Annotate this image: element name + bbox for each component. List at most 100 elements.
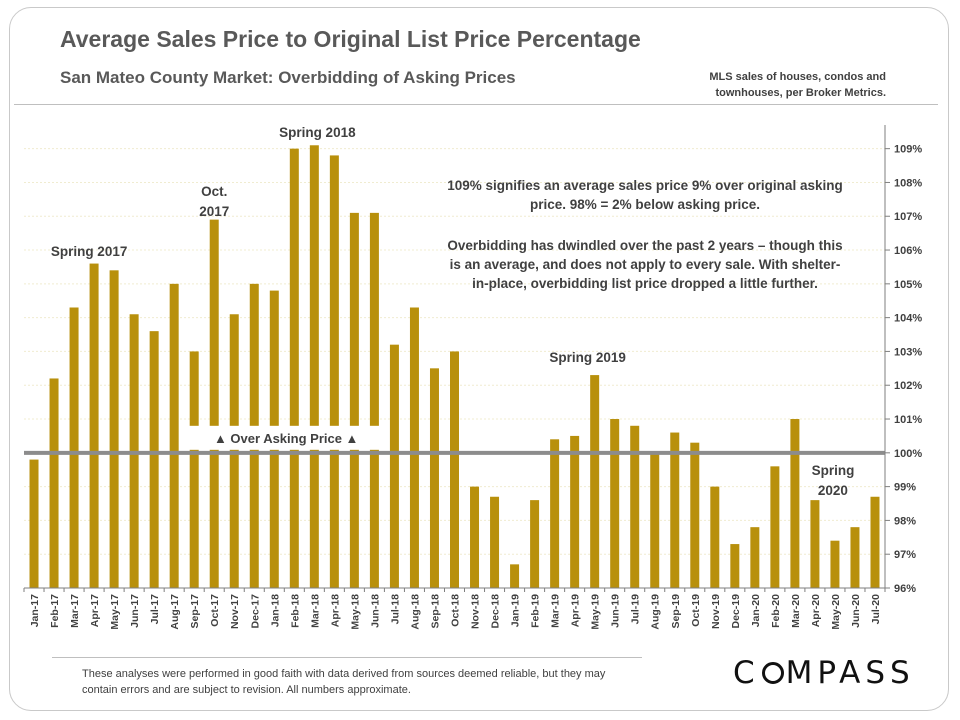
x-tick-label-jan-17: Jan-17 [29, 594, 41, 627]
x-tick-label-feb-18: Feb-18 [289, 594, 301, 628]
annotation-2020: 2020 [818, 483, 848, 498]
source-note: MLS sales of houses, condos and townhous… [709, 71, 886, 99]
bar-oct-18 [450, 351, 459, 588]
y-tick-label: 102% [894, 380, 922, 392]
y-tick-label: 103% [894, 346, 922, 358]
annotation-spring: Spring [812, 463, 855, 478]
x-tick-label-feb-19: Feb-19 [530, 594, 542, 628]
x-tick-label-mar-19: Mar-19 [550, 594, 562, 628]
bar-jan-19 [510, 564, 520, 588]
x-tick-label-sep-17: Sep-17 [189, 594, 201, 629]
explanation-note: 109% signifies an average sales price 9%… [447, 178, 843, 212]
x-tick-label-jun-19: Jun-19 [610, 594, 622, 628]
bar-jul-19 [630, 425, 640, 588]
x-tick-label-oct-18: Oct-18 [450, 594, 462, 627]
logo-text-start: C [733, 655, 760, 691]
x-tick-label-jan-20: Jan-20 [750, 594, 762, 627]
x-tick-label-sep-19: Sep-19 [670, 594, 682, 629]
y-tick-label: 98% [894, 515, 916, 527]
bar-dec-19 [730, 544, 740, 588]
x-tick-label-mar-20: Mar-20 [790, 594, 802, 628]
bar-may-20 [830, 540, 840, 588]
x-tick-label-may-19: May-19 [590, 594, 602, 630]
bar-feb-18 [289, 148, 299, 589]
y-tick-label: 108% [894, 177, 922, 189]
x-tick-label-jul-17: Jul-17 [149, 594, 161, 625]
bar-jul-18 [389, 344, 399, 588]
bar-apr-17 [89, 263, 99, 588]
header-divider [14, 104, 938, 105]
compass-logo: C MPASS [733, 655, 915, 691]
x-tick-label-apr-20: Apr-20 [810, 594, 822, 627]
bar-mar-18 [309, 145, 319, 588]
x-tick-label-jul-20: Jul-20 [870, 594, 882, 625]
x-tick-label-apr-17: Apr-17 [89, 594, 101, 627]
bar-aug-19 [650, 452, 660, 588]
x-tick-label-may-20: May-20 [830, 594, 842, 630]
bar-feb-17 [49, 378, 59, 588]
bar-apr-19 [570, 435, 580, 588]
y-tick-label: 101% [894, 414, 922, 426]
x-tick-label-jan-18: Jan-18 [269, 594, 281, 627]
bar-jan-17 [29, 459, 39, 588]
y-tick-label: 99% [894, 482, 916, 494]
x-tick-label-jul-18: Jul-18 [389, 594, 401, 625]
bar-jul-17 [149, 331, 159, 588]
x-tick-label-may-17: May-17 [109, 594, 121, 630]
x-tick-label-dec-19: Dec-19 [730, 594, 742, 629]
bar-sep-19 [670, 432, 680, 588]
chart-card [9, 7, 949, 711]
y-tick-label: 107% [894, 211, 922, 223]
bar-apr-20 [810, 500, 820, 588]
bar-may-17 [109, 270, 119, 588]
x-tick-label-dec-17: Dec-17 [249, 594, 261, 629]
y-tick-label: 105% [894, 279, 922, 291]
footer-divider [52, 657, 642, 658]
chart-title: Average Sales Price to Original List Pri… [60, 26, 641, 52]
bar-sep-18 [429, 368, 439, 588]
y-tick-label: 97% [894, 549, 916, 561]
x-tick-label-nov-17: Nov-17 [229, 594, 241, 629]
x-tick-label-apr-18: Apr-18 [329, 594, 341, 627]
x-tick-label-may-18: May-18 [349, 594, 361, 630]
bar-jun-19 [610, 419, 620, 588]
bar-may-18 [349, 212, 359, 589]
bar-oct-19 [690, 442, 700, 588]
x-tick-label-apr-19: Apr-19 [570, 594, 582, 627]
x-tick-label-sep-18: Sep-18 [429, 594, 441, 629]
x-tick-label-jun-18: Jun-18 [369, 594, 381, 628]
bar-nov-19 [710, 486, 720, 588]
x-tick-label-mar-18: Mar-18 [309, 594, 321, 628]
x-tick-label-nov-18: Nov-18 [470, 594, 482, 629]
chart-subtitle: San Mateo County Market: Overbidding of … [60, 68, 516, 87]
x-tick-label-aug-19: Aug-19 [650, 594, 662, 630]
reference-label: ▲ Over Asking Price ▲ [214, 431, 358, 446]
annotation-spring-2017: Spring 2017 [51, 244, 128, 259]
x-tick-label-jan-19: Jan-19 [510, 594, 522, 627]
disclaimer: These analyses were performed in good fa… [82, 668, 606, 696]
bar-dec-18 [490, 496, 500, 588]
bar-apr-18 [329, 155, 339, 588]
x-tick-label-mar-17: Mar-17 [69, 594, 81, 628]
bar-jan-20 [750, 527, 760, 588]
annotation-oct-: Oct. [201, 184, 227, 199]
x-tick-label-jun-17: Jun-17 [129, 594, 141, 628]
reference-label-box [188, 425, 385, 450]
x-tick-label-dec-18: Dec-18 [490, 594, 502, 629]
bar-aug-17 [169, 283, 179, 588]
y-tick-label: 106% [894, 245, 922, 257]
x-tick-label-jul-19: Jul-19 [630, 594, 642, 625]
bar-aug-18 [409, 307, 419, 588]
bar-jun-20 [850, 527, 860, 588]
annotation-2017: 2017 [199, 204, 229, 219]
y-tick-label: 104% [894, 313, 922, 325]
logo-text-end: MPASS [785, 655, 915, 691]
y-tick-label: 109% [894, 144, 922, 156]
x-tick-label-feb-17: Feb-17 [49, 594, 61, 628]
bar-sep-17 [189, 351, 199, 588]
logo-o-circle [761, 662, 784, 684]
x-tick-label-jun-20: Jun-20 [850, 594, 862, 628]
bar-mar-17 [69, 307, 79, 588]
bar-mar-20 [790, 419, 800, 588]
